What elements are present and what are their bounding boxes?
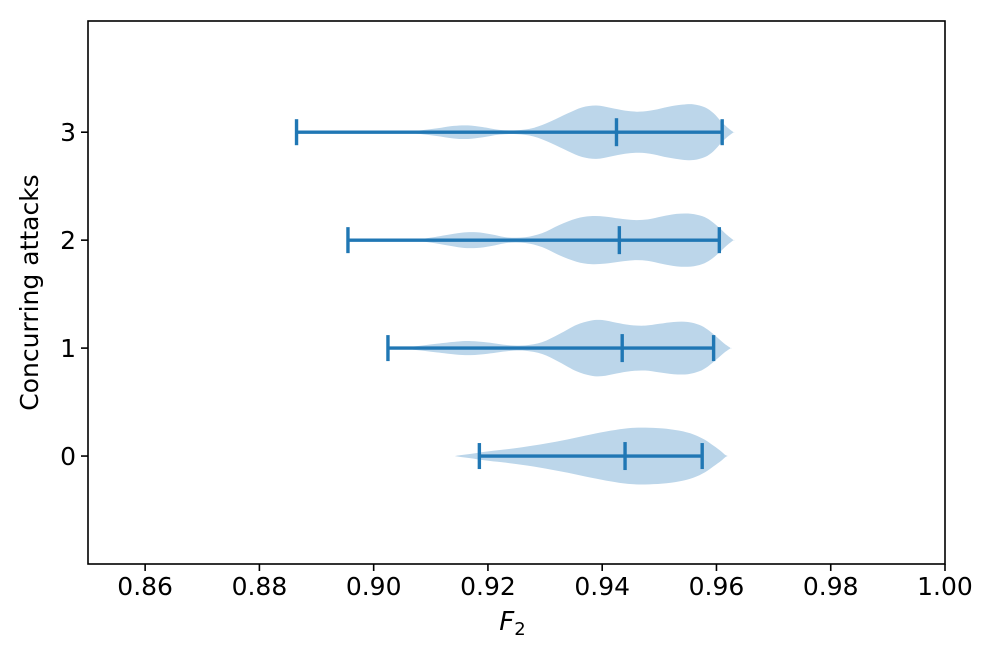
axes-spines	[87, 20, 946, 565]
x-tick-label: 0.92	[460, 572, 516, 601]
x-tick-label: 1.00	[917, 572, 973, 601]
x-tick-label: 0.90	[346, 572, 402, 601]
x-axis-label-subscript: 2	[514, 619, 525, 640]
x-tick-label: 0.86	[117, 572, 173, 601]
y-tick-label: 3	[60, 118, 76, 147]
y-axis-label: Concurring attacks	[15, 174, 44, 410]
x-tick-label: 0.88	[232, 572, 288, 601]
y-tick-label: 1	[60, 334, 76, 363]
y-tick-label: 0	[60, 442, 76, 471]
x-tick-label: 0.94	[574, 572, 630, 601]
x-tick-label: 0.96	[689, 572, 745, 601]
y-tick-label: 2	[60, 226, 76, 255]
x-tick-label: 0.98	[803, 572, 859, 601]
x-axis-label: F2	[499, 607, 525, 640]
